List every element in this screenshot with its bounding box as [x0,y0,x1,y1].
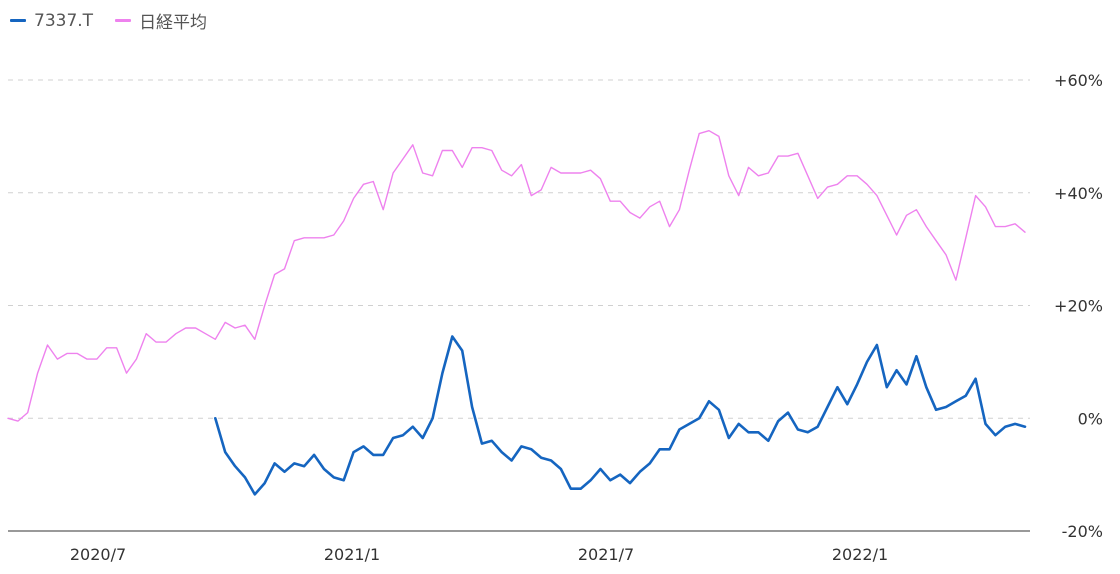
y-tick-label: +40% [1054,184,1103,203]
x-tick-label: 2021/1 [324,545,380,564]
y-tick-label: +20% [1054,297,1103,316]
legend-item-7337t[interactable]: 7337.T [10,11,93,31]
legend-item-nikkei[interactable]: 日経平均 [115,8,207,33]
series-line-nikkei [7,129,1026,422]
y-axis: +60% +40% +20% 0% -20% [1054,71,1103,541]
x-tick-label: 2021/7 [578,545,634,564]
legend-label-nikkei: 日経平均 [139,13,208,33]
y-tick-label: 0% [1078,409,1103,428]
series-line-7337t [214,335,1027,496]
x-tick-label: 2022/1 [832,545,888,564]
legend-swatch-nikkei [115,19,132,22]
x-tick-label: 2020/7 [70,545,126,564]
series-layer [7,129,1027,496]
grid-layer [8,79,1030,419]
chart-legend: 7337.T 日経平均 [10,8,207,33]
legend-swatch-7337t [10,19,26,22]
y-tick-label: +60% [1054,71,1103,90]
y-tick-label: -20% [1062,522,1103,541]
x-axis: 2020/7 2021/1 2021/7 2022/1 [8,530,1030,564]
legend-label-7337t: 7337.T [34,10,94,31]
